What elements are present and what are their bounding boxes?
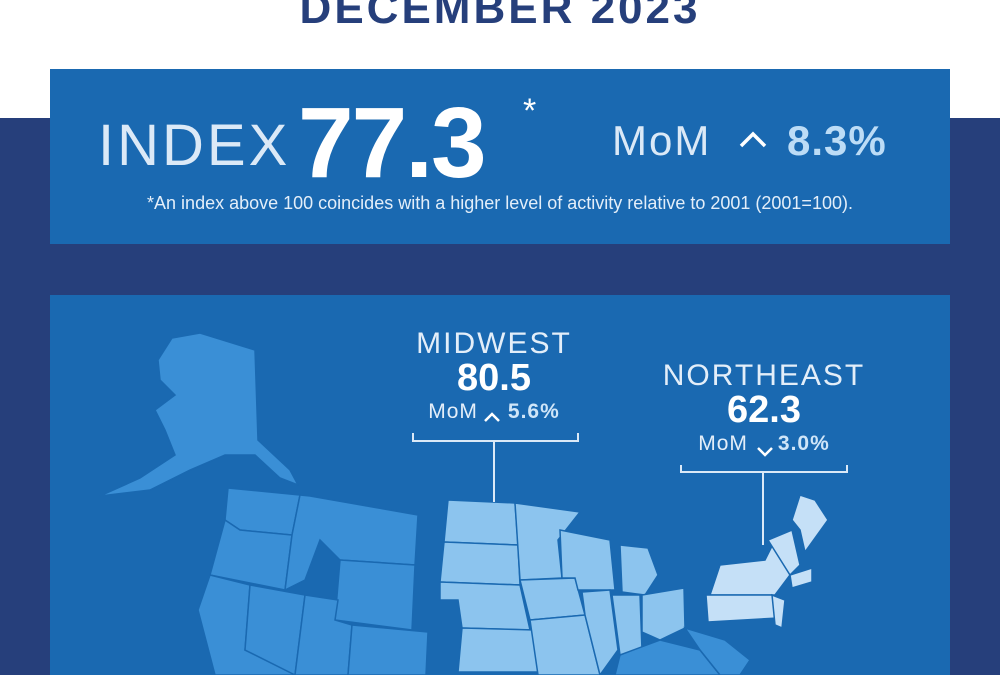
footnote: *An index above 100 coincides with a hig…: [147, 193, 853, 213]
region-name: MIDWEST: [416, 327, 572, 360]
virginia: [683, 626, 752, 675]
region-name: NORTHEAST: [662, 359, 866, 392]
change-value: 3.0%: [777, 432, 830, 455]
mom-label: MoM: [428, 400, 478, 423]
midwest-bracket: [412, 433, 579, 442]
nebraska: [439, 581, 531, 631]
midwest: MIDWEST 80.5 MoM 5.6%: [394, 327, 594, 424]
title: DECEMBER 2023: [299, 0, 701, 33]
illinois: [581, 589, 619, 675]
missouri: [529, 614, 601, 675]
wyoming: [334, 559, 416, 631]
mom-label: MoM: [698, 432, 748, 455]
vermont-nh: [766, 528, 801, 577]
wisconsin: [559, 529, 616, 591]
region-change: MoM 3.0%: [644, 432, 884, 456]
minnesota: [514, 502, 582, 581]
new-jersey: [771, 593, 786, 630]
maine: [791, 494, 829, 554]
pennsylvania: [705, 594, 779, 623]
nevada: [244, 584, 306, 675]
mom-value: 8.3%: [787, 117, 887, 164]
asterisk: *: [523, 92, 537, 130]
index-value: 77.3: [298, 87, 487, 199]
up-arrow: [484, 412, 500, 422]
summary-box: [50, 69, 950, 244]
colorado: [347, 624, 429, 675]
alaska: [99, 332, 300, 497]
south-dakota: [439, 541, 521, 586]
mom-label: MoM: [612, 117, 712, 164]
kansas: [457, 627, 539, 673]
north-dakota: [443, 499, 519, 546]
down-arrow: [757, 447, 773, 457]
region-value: 62.3: [727, 389, 801, 431]
michigan: [619, 544, 659, 596]
iowa: [519, 577, 586, 621]
massachusetts: [789, 566, 813, 589]
region-value: 80.5: [457, 357, 531, 399]
region-change: MoM 5.6%: [394, 400, 594, 424]
northeast: NORTHEAST 62.3 MoM 3.0%: [644, 359, 884, 456]
index-label: INDEX: [98, 113, 291, 178]
change-value: 5.6%: [507, 400, 560, 423]
idaho-montana: [284, 494, 419, 592]
up-arrow: [739, 131, 767, 148]
ohio: [641, 587, 686, 641]
northeast-bracket: [680, 465, 848, 473]
